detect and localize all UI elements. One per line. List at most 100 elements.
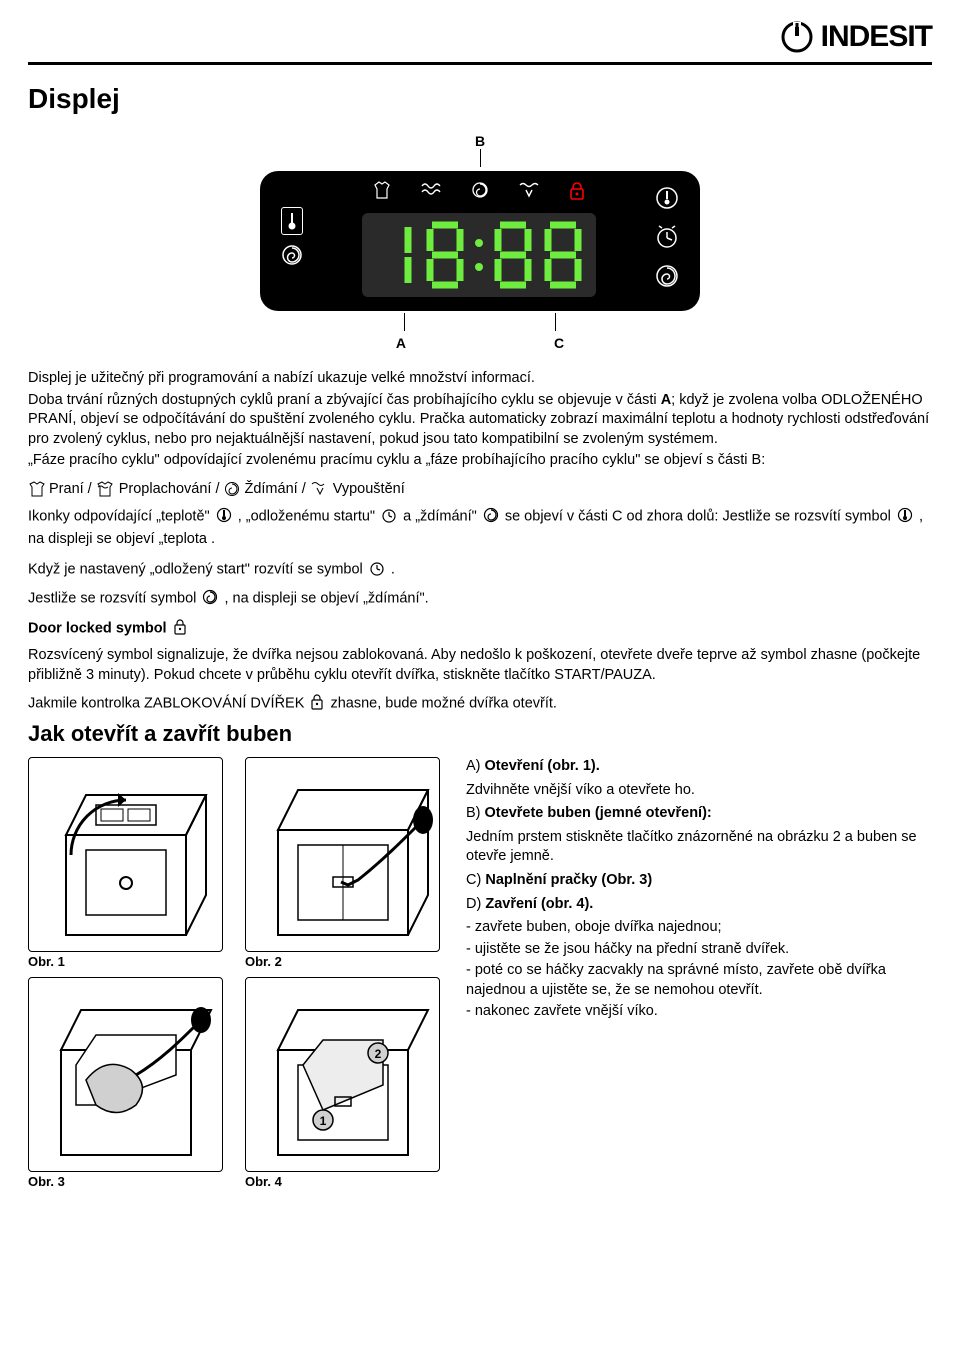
display-diagram: B [28,133,932,351]
thermometer-icon [281,207,303,235]
drain-small-icon [310,481,330,497]
logo-icon [775,20,819,54]
shirt-icon [372,181,392,207]
display-center [318,181,640,297]
pointer-b [480,149,481,167]
door-lock-title: Door locked symbol [28,620,171,636]
phase-wash: Praní / [49,481,92,497]
paragraph-2: Doba trvání různých dostupných cyklů pra… [28,391,932,450]
lock-inline-icon [173,617,187,640]
door-lock-paragraph-2: Jakmile kontrolka ZABLOKOVÁNÍ DVÍŘEK zha… [28,692,932,716]
spin-circle-icon [654,263,680,294]
spiral-icon [280,243,304,272]
lock-inline-icon-2 [310,692,324,715]
figure-2: Obr. 2 [245,757,440,969]
display-top-icons [372,181,586,207]
display-panel [260,171,700,311]
instr-b-text: Jedním prstem stiskněte tlačítko znázorn… [466,828,932,867]
rinse-icon [96,481,116,497]
header: INDESIT [28,20,932,54]
figure-1: Obr. 1 [28,757,223,969]
p2-a: Doba trvání různých dostupných cyklů pra… [28,392,661,408]
display-left-icons [280,207,304,272]
digit-4 [540,219,586,291]
phase-drain: Vypouštění [333,481,405,497]
figure-2-svg [253,765,433,945]
brand-logo: INDESIT [775,20,932,54]
instr-c: C) Naplnění pračky (Obr. 3) [466,872,652,888]
pointers-bottom [28,313,932,331]
figure-4: 2 1 Obr. 4 [245,977,440,1189]
clock-inline-icon [381,505,397,528]
digit-2 [422,219,468,291]
instr-li3: - poté co se háčky zacvakly na správné m… [466,961,932,1000]
icons-line-1-post: se objeví v části C od zhora dolů: Jestl… [505,508,895,524]
spin-icon [470,181,490,207]
figure-1-svg [36,765,216,945]
digit-window [362,213,596,297]
icons-line-2b: . [391,561,395,577]
door-p2a: Jakmile kontrolka ZABLOKOVÁNÍ DVÍŘEK [28,695,308,711]
figure-1-caption: Obr. 1 [28,954,223,969]
drain-icon [518,181,540,207]
figure-3: Obr. 3 [28,977,223,1189]
display-right-icons [654,185,680,294]
figures: Obr. 1 Obr. 2 [28,757,448,1197]
temp-inline-icon-2 [897,505,913,528]
svg-text:1: 1 [319,1114,326,1128]
icons-line-3: Jestliže se rozsvítí symbol , na displej… [28,587,932,611]
icons-line-1-mid1: , „odloženému startu" [238,508,379,524]
phase-spin: Ždímání / [244,481,305,497]
svg-text:2: 2 [374,1047,381,1061]
clock-icon [654,224,680,255]
temp-inline-icon [216,505,232,528]
spin-inline-icon-2 [202,587,218,610]
waves-icon [420,181,442,207]
temp-circle-icon [654,185,680,216]
figure-4-caption: Obr. 4 [245,1174,440,1189]
instr-a-text: Zdvihněte vnější víko a otevřete ho. [466,781,932,801]
paragraph-3: „Fáze pracího cyklu" odpovídající zvolen… [28,451,932,471]
display-label-a: A [396,335,406,351]
door-p2b: zhasne, bude možné dvířka otevřít. [330,695,557,711]
phase-line: Praní / Proplachování / Ždímání / Vypouš… [28,481,932,497]
instr-b: B) Otevřete buben (jemné otevření): [466,805,712,821]
icons-line-1: Ikonky odpovídající „teplotě" , „odložen… [28,505,932,552]
instr-li2: - ujistěte se že jsou háčky na přední st… [466,940,932,960]
p2-b: A [661,392,671,408]
brand-name: INDESIT [821,20,932,54]
icons-line-1-pre: Ikonky odpovídající „teplotě" [28,508,214,524]
letters-row: A C [28,335,932,351]
icons-line-2a: Když je nastavený „odložený start" rozví… [28,561,367,577]
digit-1 [372,219,418,291]
icons-line-2: Když je nastavený „odložený start" rozví… [28,558,932,582]
intro-paragraph: Displej je užitečný při programování a n… [28,369,932,389]
instr-li1: - zavřete buben, oboje dvířka najednou; [466,918,932,938]
instructions-text: A) Otevření (obr. 1). Zdvihněte vnější v… [466,757,932,1197]
figure-4-svg: 2 1 [253,985,433,1165]
icons-line-3a: Jestliže se rozsvítí symbol [28,591,200,607]
phase-rinse: Proplachování / [119,481,220,497]
figure-3-caption: Obr. 3 [28,1174,223,1189]
instr-d: D) Zavření (obr. 4). [466,896,593,912]
spin-small-icon [223,481,241,497]
section-2-title: Jak otevřít a zavřít buben [28,721,932,747]
door-lock-title-line: Door locked symbol [28,617,932,641]
display-label-b: B [28,133,932,149]
digit-3 [490,219,536,291]
digit-colon [472,219,486,291]
instr-a: A) Otevření (obr. 1). [466,758,600,774]
clock-inline-icon-2 [369,558,385,581]
icons-line-1-mid2: a „ždímání" [403,508,481,524]
header-rule [28,62,932,65]
figure-3-svg [36,985,216,1165]
instr-li4: - nakonec zavřete vnější víko. [466,1002,932,1022]
lock-icon [568,181,586,207]
figure-2-caption: Obr. 2 [245,954,440,969]
instructions-block: Obr. 1 Obr. 2 [28,757,932,1197]
display-label-c: C [554,335,564,351]
page-title: Displej [28,83,932,115]
icons-line-3b: , na displeji se objeví „ždímání". [224,591,428,607]
spin-inline-icon [483,505,499,528]
door-lock-paragraph: Rozsvícený symbol signalizuje, že dvířka… [28,646,932,685]
